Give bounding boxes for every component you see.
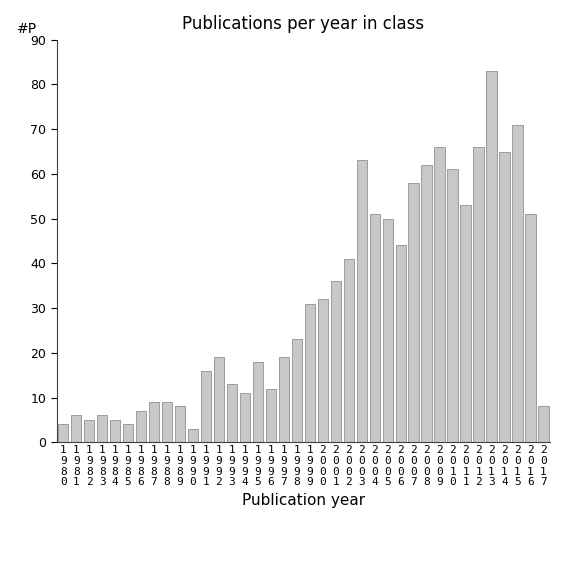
Bar [460, 205, 471, 442]
X-axis label: Publication year: Publication year [242, 493, 365, 508]
Bar [370, 214, 380, 442]
Bar [71, 416, 82, 442]
Bar [344, 259, 354, 442]
Bar [266, 388, 276, 442]
Bar [84, 420, 94, 442]
Text: #P: #P [17, 22, 37, 36]
Bar [486, 71, 497, 442]
Bar [136, 411, 146, 442]
Bar [331, 281, 341, 442]
Bar [421, 165, 432, 442]
Bar [175, 407, 185, 442]
Bar [383, 219, 393, 442]
Bar [58, 424, 69, 442]
Bar [538, 407, 549, 442]
Bar [253, 362, 263, 442]
Bar [318, 299, 328, 442]
Bar [291, 340, 302, 442]
Bar [304, 303, 315, 442]
Bar [525, 214, 536, 442]
Title: Publications per year in class: Publications per year in class [182, 15, 425, 32]
Bar [162, 402, 172, 442]
Bar [513, 125, 523, 442]
Bar [149, 402, 159, 442]
Bar [473, 147, 484, 442]
Bar [188, 429, 198, 442]
Bar [278, 357, 289, 442]
Bar [500, 151, 510, 442]
Bar [123, 424, 133, 442]
Bar [110, 420, 120, 442]
Bar [214, 357, 224, 442]
Bar [396, 246, 406, 442]
Bar [227, 384, 237, 442]
Bar [434, 147, 445, 442]
Bar [97, 416, 107, 442]
Bar [357, 160, 367, 442]
Bar [240, 393, 250, 442]
Bar [201, 371, 211, 442]
Bar [447, 170, 458, 442]
Bar [408, 183, 419, 442]
